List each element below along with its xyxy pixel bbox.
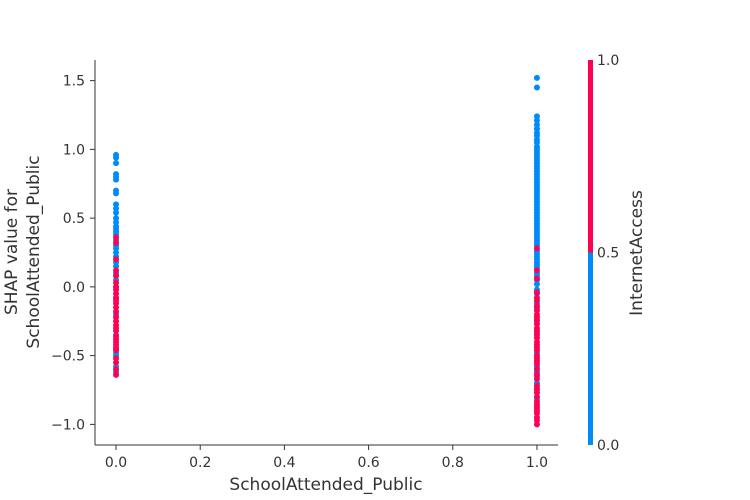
x-tick-label: 0.4	[273, 455, 295, 471]
axes	[94, 60, 558, 446]
data-point	[113, 304, 120, 311]
data-point	[533, 117, 540, 124]
data-point	[533, 410, 540, 417]
data-point	[533, 84, 540, 91]
data-point	[533, 371, 540, 378]
x-tick-label: 0.8	[442, 455, 464, 471]
data-point	[113, 205, 120, 212]
data-point	[113, 154, 120, 161]
data-point	[113, 347, 120, 354]
colorbar-label: InternetAccess	[627, 190, 647, 316]
x-tick-label: 0.2	[189, 455, 211, 471]
data-point	[533, 74, 540, 81]
data-point	[113, 279, 120, 286]
data-point	[113, 308, 120, 315]
data-point	[533, 421, 540, 428]
data-point	[113, 160, 120, 167]
data-point	[533, 376, 540, 382]
y-tick-label: −1.0	[51, 417, 85, 433]
data-point	[113, 215, 120, 222]
data-point	[533, 393, 540, 400]
data-point	[113, 300, 120, 307]
data-point	[113, 209, 120, 216]
y-tick-label: 0.0	[63, 280, 85, 296]
data-point	[113, 263, 120, 270]
data-point	[533, 275, 540, 282]
colorbar-tick-label: 1.0	[597, 53, 619, 69]
data-point	[113, 239, 120, 246]
scatter-points	[113, 74, 540, 428]
data-point	[533, 297, 540, 304]
y-tick-label: −0.5	[51, 349, 85, 365]
data-point	[113, 272, 120, 279]
data-point	[113, 314, 120, 321]
colorbar-gradient	[588, 60, 593, 445]
data-point	[533, 366, 540, 373]
data-point	[533, 267, 540, 274]
y-tick-label: 1.0	[63, 142, 85, 158]
data-point	[533, 385, 540, 392]
data-point	[113, 290, 120, 297]
data-point	[533, 132, 540, 139]
data-point	[113, 318, 120, 325]
data-point	[533, 330, 540, 337]
data-point	[533, 113, 540, 120]
colorbar-ticks: 0.0 0.5 1.0	[597, 53, 619, 454]
x-axis-label: SchoolAttended_Public	[229, 475, 422, 495]
data-point	[113, 219, 120, 226]
data-point	[533, 245, 540, 252]
y-axis-label-line2: SchoolAttended_Public	[24, 155, 44, 348]
data-point	[113, 234, 120, 241]
data-point	[113, 355, 120, 362]
data-point	[533, 281, 540, 288]
colorbar-tick-label: 0.5	[597, 246, 619, 262]
data-point	[533, 316, 540, 323]
data-point	[533, 125, 540, 132]
data-point	[113, 249, 120, 256]
data-point	[113, 371, 120, 378]
data-point	[533, 321, 540, 327]
data-point	[533, 121, 540, 128]
colorbar-tick-label: 0.0	[597, 438, 619, 454]
data-point	[533, 303, 540, 310]
data-point	[113, 359, 120, 366]
data-point	[113, 256, 120, 263]
data-point	[113, 286, 120, 293]
data-point	[533, 139, 540, 146]
data-point	[533, 347, 540, 354]
data-point	[533, 334, 540, 341]
data-point	[113, 176, 120, 183]
y-axis-label-line1: SHAP value for	[2, 189, 22, 315]
y-tick-label: 1.5	[63, 74, 85, 90]
data-point	[533, 289, 540, 296]
data-point	[533, 417, 540, 424]
data-point	[113, 190, 120, 197]
data-point	[533, 307, 540, 314]
x-tick-label: 0.0	[105, 455, 127, 471]
data-point	[113, 327, 120, 334]
data-point	[113, 245, 120, 252]
x-tick-label: 0.6	[357, 455, 379, 471]
colorbar	[588, 60, 593, 445]
tick-marks: 0.0 0.2 0.4 0.6 0.8 1.0 −1.0 −0.5 0.0 0.5 1.0 1.5	[51, 74, 548, 471]
data-point	[113, 201, 120, 208]
data-point	[533, 360, 540, 367]
y-tick-label: 0.5	[63, 211, 85, 227]
data-point	[113, 267, 120, 274]
data-point	[533, 389, 540, 396]
data-point	[113, 366, 120, 373]
x-tick-label: 1.0	[526, 455, 548, 471]
